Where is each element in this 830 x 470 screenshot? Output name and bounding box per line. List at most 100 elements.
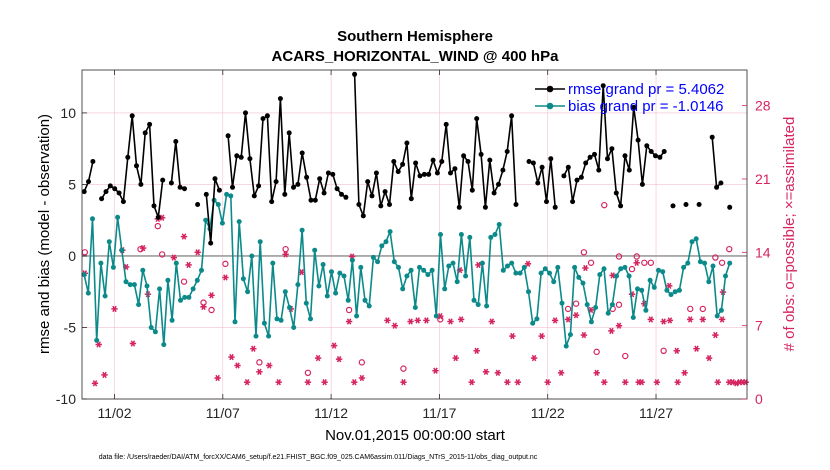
- bias-point: [517, 270, 523, 276]
- right-y-tick-label: 7: [755, 318, 763, 334]
- obs-possible-marker: [345, 306, 353, 314]
- rmse-point: [365, 179, 371, 185]
- bias-point: [98, 260, 104, 266]
- rmse-point: [339, 191, 344, 197]
- bias-point: [727, 260, 733, 266]
- rmse-point: [147, 121, 153, 127]
- obs-assimilated-marker: [250, 345, 257, 352]
- rmse-point: [509, 113, 515, 119]
- obs-assimilated-marker: [423, 317, 430, 324]
- bias-point: [714, 313, 720, 319]
- bias-point: [282, 289, 288, 295]
- bias-point: [358, 264, 364, 270]
- rmse-point: [469, 187, 475, 193]
- obs-assimilated-marker: [358, 374, 366, 382]
- rmse-line: [227, 97, 347, 203]
- bias-point: [333, 290, 339, 296]
- bias-point: [597, 272, 603, 278]
- obs-assimilated-marker: [222, 274, 229, 281]
- bias-point: [169, 317, 175, 323]
- obs-assimilated-marker: [314, 354, 322, 362]
- left-y-tick-label: -10: [56, 391, 76, 407]
- obs-possible-marker: [622, 352, 629, 360]
- bias-point: [676, 287, 682, 293]
- obs-assimilated-marker: [129, 340, 137, 347]
- rmse-point: [535, 180, 541, 186]
- rmse-point: [592, 151, 597, 157]
- obs-assimilated-marker: [544, 379, 551, 386]
- obs-assimilated-marker: [457, 316, 465, 323]
- rmse-point: [552, 204, 558, 210]
- bias-point: [555, 264, 561, 270]
- bias-point: [324, 293, 330, 299]
- rmse-point: [286, 130, 292, 136]
- bias-point: [274, 316, 280, 322]
- bias-point: [186, 294, 192, 300]
- rmse-point: [134, 163, 139, 169]
- bias-point: [102, 293, 108, 299]
- rmse-point: [513, 202, 519, 207]
- bias-point: [442, 286, 448, 292]
- rmse-line: [205, 177, 221, 244]
- rmse-point: [182, 186, 187, 192]
- bias-point: [245, 289, 251, 295]
- bias-point: [710, 263, 716, 269]
- bias-point: [400, 286, 406, 292]
- obs-assimilated-marker: [608, 327, 615, 335]
- right-y-axis-label: # of obs: o=possible; ×=assimilated: [781, 117, 798, 352]
- obs-possible-marker: [304, 369, 312, 377]
- bias-point: [362, 297, 368, 303]
- rmse-point: [238, 154, 244, 160]
- obs-assimilated-marker: [699, 316, 706, 323]
- rmse-point: [452, 166, 458, 172]
- rmse-point: [434, 170, 440, 176]
- bias-point: [316, 283, 322, 289]
- rmse-point: [151, 203, 157, 209]
- rmse-point: [605, 156, 610, 162]
- obs-assimilated-marker: [351, 379, 358, 386]
- rmse-point: [408, 196, 414, 202]
- obs-assimilated-marker: [736, 379, 743, 386]
- bias-point: [542, 266, 548, 272]
- obs-possible-marker: [200, 299, 207, 306]
- rmse-point: [648, 149, 654, 154]
- rmse-point: [317, 176, 323, 182]
- rmse-point: [373, 170, 379, 176]
- obs-assimilated-marker: [718, 316, 726, 323]
- rmse-point: [234, 153, 240, 159]
- obs-possible-marker: [222, 260, 229, 268]
- obs-assimilated-marker: [494, 369, 502, 376]
- bias-point: [538, 270, 544, 276]
- obs-assimilated-marker: [475, 261, 482, 269]
- rmse-point: [330, 171, 336, 177]
- rmse-point: [256, 183, 262, 189]
- bias-point: [110, 264, 116, 270]
- obs-assimilated-marker: [509, 332, 516, 340]
- bias-point: [656, 267, 661, 273]
- bias-point: [580, 280, 586, 286]
- bias-point: [576, 274, 582, 280]
- bias-point: [85, 290, 91, 296]
- bias-point: [681, 264, 687, 270]
- plot-area: [82, 70, 747, 399]
- left-y-tick-label: 0: [68, 248, 76, 264]
- rmse-point: [443, 121, 449, 127]
- rmse-point: [465, 159, 471, 164]
- rmse-point: [378, 203, 384, 209]
- bias-point: [454, 279, 460, 285]
- rmse-point: [583, 160, 589, 166]
- bias-point: [718, 307, 724, 313]
- bias-point: [320, 262, 326, 267]
- x-tick-label: 11/02: [97, 405, 131, 421]
- obs-assimilated-marker: [673, 347, 680, 354]
- bias-point: [341, 273, 347, 279]
- bias-point: [693, 236, 699, 242]
- obs-assimilated-marker: [266, 362, 273, 369]
- bias-point: [144, 283, 150, 289]
- bias-point: [354, 313, 360, 319]
- left-y-axis: -10 -5 0 5 10: [56, 105, 87, 407]
- rmse-point: [277, 96, 283, 102]
- obs-possible-marker: [615, 301, 623, 308]
- x-tick-label: 11/27: [639, 405, 673, 421]
- bias-point: [261, 320, 267, 326]
